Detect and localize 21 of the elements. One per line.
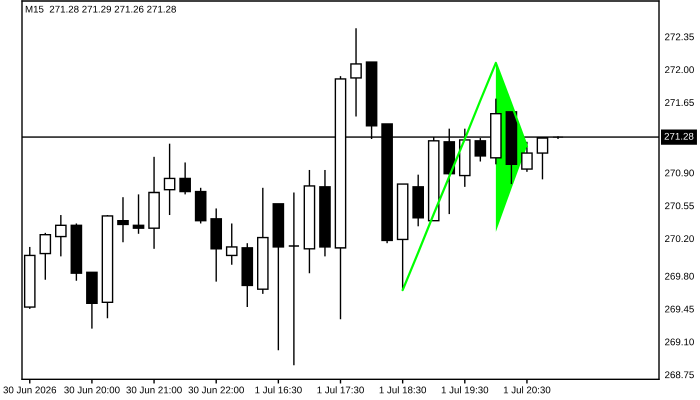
x-tick-label: 1 Jul 19:30 <box>442 386 488 394</box>
x-tick-label: 1 Jul 20:30 <box>504 386 550 394</box>
x-tick-label: 30 Jun 2026 <box>3 386 56 394</box>
y-tick-label: 270.90 <box>665 170 694 176</box>
y-tick-label: 269.80 <box>665 272 694 280</box>
x-tick-label: 1 Jul 17:30 <box>317 386 364 394</box>
y-tick-label: 270.20 <box>665 235 694 242</box>
chart-title: M15 271.28 271.29 271.26 271.28 <box>26 6 176 13</box>
y-tick-label: 272.00 <box>665 66 694 74</box>
y-tick-label: 272.35 <box>665 33 694 40</box>
x-tick-label: 1 Jul 16:30 <box>255 386 302 394</box>
ref-line-label: 271.28 <box>664 132 694 140</box>
x-tick-label: 30 Jun 20:00 <box>64 386 120 394</box>
y-tick-label: 269.45 <box>665 306 694 313</box>
y-tick-label: 270.55 <box>665 202 694 210</box>
y-tick-label: 269.10 <box>665 338 694 346</box>
x-tick-label: 30 Jun 22:00 <box>188 386 244 394</box>
x-tick-label: 1 Jul 18:30 <box>380 386 426 394</box>
y-tick-label: 271.65 <box>665 99 694 106</box>
x-tick-label: 30 Jun 21:00 <box>126 386 182 394</box>
y-tick-label: 268.75 <box>665 371 694 378</box>
